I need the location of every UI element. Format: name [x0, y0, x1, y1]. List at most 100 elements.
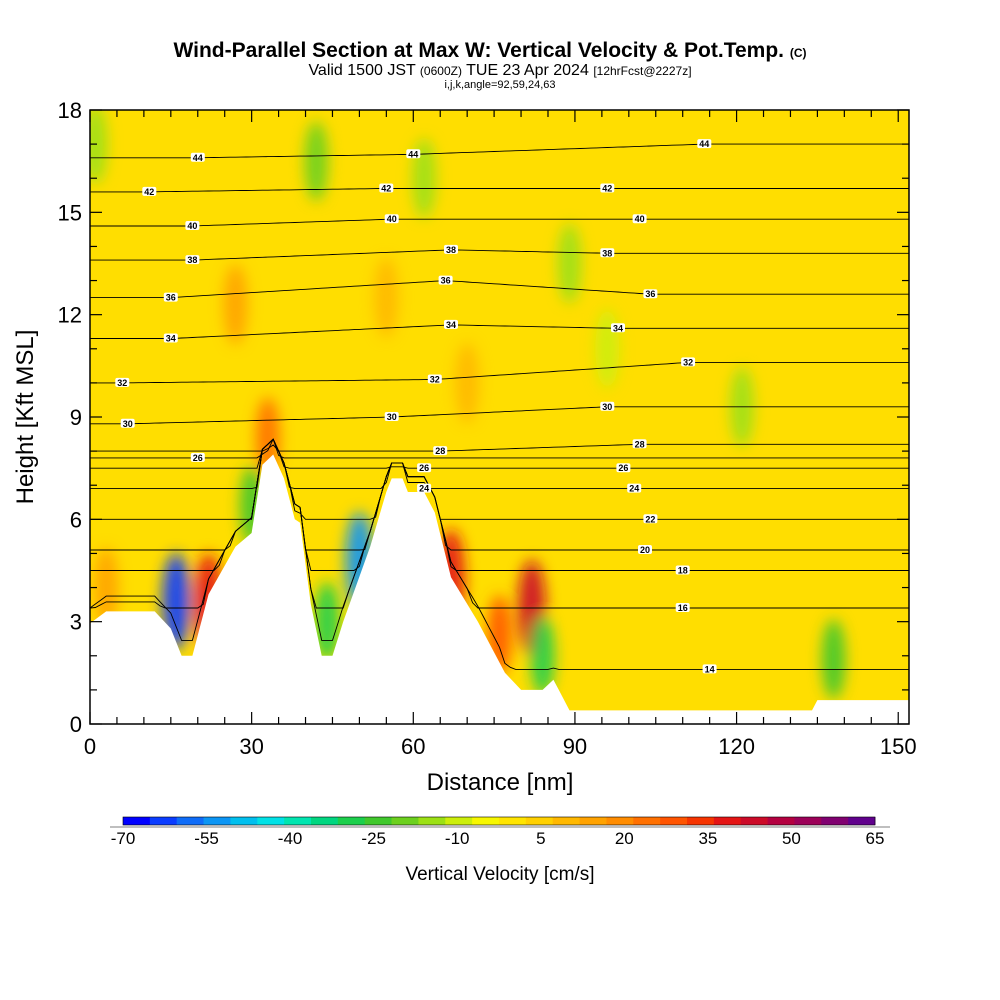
- theta-label-bg: [384, 412, 399, 421]
- theta-label-bg: [190, 452, 205, 462]
- velocity-anomaly: [595, 308, 620, 389]
- colorbar-tick-label: -55: [194, 829, 219, 848]
- theta-label-bg: [163, 333, 178, 343]
- theta-contour-label: 40: [635, 214, 645, 224]
- y-tick-label: 9: [70, 405, 82, 430]
- terrain-mask: [90, 454, 909, 724]
- theta-label-bg: [600, 401, 615, 411]
- colorbar-swatch: [499, 817, 527, 825]
- theta-label-bg: [444, 244, 458, 254]
- colorbar-swatch: [123, 817, 151, 825]
- colorbar-label: Vertical Velocity [cm/s]: [405, 864, 594, 885]
- theta-contour-label: 32: [683, 357, 693, 367]
- colorbar-tick-label: 35: [698, 829, 717, 848]
- theta-label-bg: [632, 214, 647, 224]
- colorbar-swatch: [525, 817, 554, 825]
- colorbar-swatch: [284, 817, 312, 825]
- x-tick-label: 150: [880, 734, 917, 759]
- colorbar-tick-label: -25: [361, 829, 386, 848]
- valid-prefix: Valid 1500 JST: [308, 62, 416, 79]
- colorbar-swatch: [848, 817, 876, 825]
- theta-contour-line: [90, 188, 909, 193]
- theta-contour-label: 36: [441, 276, 451, 286]
- colorbar-swatch: [552, 817, 580, 825]
- theta-label-bg: [120, 418, 135, 428]
- colorbar-frame: [122, 816, 876, 826]
- colorbar-swatch: [821, 817, 849, 825]
- theta-contour-label: 32: [117, 378, 127, 388]
- y-tick-label: 0: [70, 712, 82, 737]
- colorbar-swatch: [740, 817, 768, 825]
- colorbar-swatch: [579, 817, 607, 825]
- theta-label-bg: [190, 152, 205, 162]
- colorbar-tick-labels: -70 -55 -40 -25 -10 5 20 35 50 65: [111, 829, 885, 848]
- theta-contour-label: 16: [678, 603, 688, 613]
- velocity-anomaly: [304, 121, 329, 202]
- theta-label-bg: [115, 377, 130, 387]
- y-tick-label: 3: [70, 610, 82, 635]
- theta-label-bg: [384, 214, 399, 224]
- theta-label-bg: [142, 186, 157, 196]
- theta-contour-label: 18: [678, 566, 688, 576]
- theta-label-bg: [444, 319, 458, 329]
- theta-contour-label: 28: [635, 439, 645, 449]
- chart-subtitle: Valid 1500 JST (0600Z) TUE 23 Apr 2024 […: [308, 62, 691, 79]
- x-tick-label: 0: [84, 734, 96, 759]
- theta-contour-label: 42: [602, 184, 612, 194]
- x-tick-label: 30: [239, 734, 263, 759]
- colorbar-swatch: [176, 817, 204, 825]
- theta-contour-label: 14: [705, 664, 715, 674]
- x-tick-labels: 0 30 60 90 120 150: [84, 734, 917, 759]
- colorbar-tick-label: -10: [445, 829, 470, 848]
- chart-title: Wind-Parallel Section at Max W: Vertical…: [173, 39, 806, 62]
- colorbar-swatch: [203, 817, 231, 825]
- theta-contour-label: 36: [645, 289, 655, 299]
- title-suffix: (C): [790, 46, 807, 60]
- colorbar-swatch: [445, 817, 473, 825]
- theta-contour-line: [90, 280, 909, 299]
- velocity-anomaly: [94, 547, 119, 628]
- title-main: Wind-Parallel Section at Max W: Vertical…: [173, 39, 784, 62]
- theta-contour-line: [90, 438, 909, 571]
- theta-contour-line: [90, 438, 909, 490]
- theta-label-bg: [163, 292, 178, 302]
- theta-contour-label: 44: [699, 139, 709, 149]
- colorbar-swatch: [257, 817, 285, 825]
- y-tick-labels: 0 3 6 9 12 15 18: [58, 98, 82, 737]
- colorbar-tick-label: 5: [536, 829, 545, 848]
- colorbar-swatch: [391, 817, 419, 825]
- x-axis-label: Distance [nm]: [427, 769, 574, 796]
- colorbar-swatch: [311, 817, 339, 825]
- theta-label-bg: [681, 357, 696, 367]
- velocity-anomaly: [455, 342, 480, 423]
- theta-label-bg: [185, 255, 200, 265]
- velocity-anomaly: [557, 223, 582, 304]
- theta-contour-label: 36: [166, 293, 176, 303]
- theta-label-bg: [675, 565, 690, 575]
- colorbar-swatch: [713, 817, 742, 825]
- theta-contour-line: [90, 438, 909, 520]
- colorbar-swatch: [687, 817, 715, 825]
- velocity-anomaly: [162, 553, 191, 650]
- theta-contour-label: 20: [640, 545, 650, 555]
- theta-contour-label: 24: [629, 484, 639, 494]
- theta-contour-label: 42: [381, 184, 391, 194]
- theta-contour-line: [90, 143, 909, 159]
- theta-contour-label: 22: [645, 514, 655, 524]
- valid-zulu: (0600Z): [420, 64, 462, 78]
- y-tick-label: 15: [58, 200, 82, 225]
- theta-contour-label: 30: [123, 419, 133, 429]
- theta-contour-line: [90, 438, 909, 551]
- theta-label-bg: [406, 149, 421, 159]
- colorbar-swatch: [364, 817, 392, 825]
- theta-label-bg: [632, 439, 647, 449]
- theta-contour-label: 26: [193, 453, 203, 463]
- theta-contour-line: [90, 437, 909, 459]
- theta-contour-line: [90, 218, 909, 227]
- y-tick-label: 18: [58, 98, 82, 123]
- theta-label-bg: [185, 221, 200, 230]
- theta-contour-label: 32: [430, 375, 440, 385]
- theta-contour-line: [90, 249, 909, 261]
- theta-contour-line: [90, 361, 909, 384]
